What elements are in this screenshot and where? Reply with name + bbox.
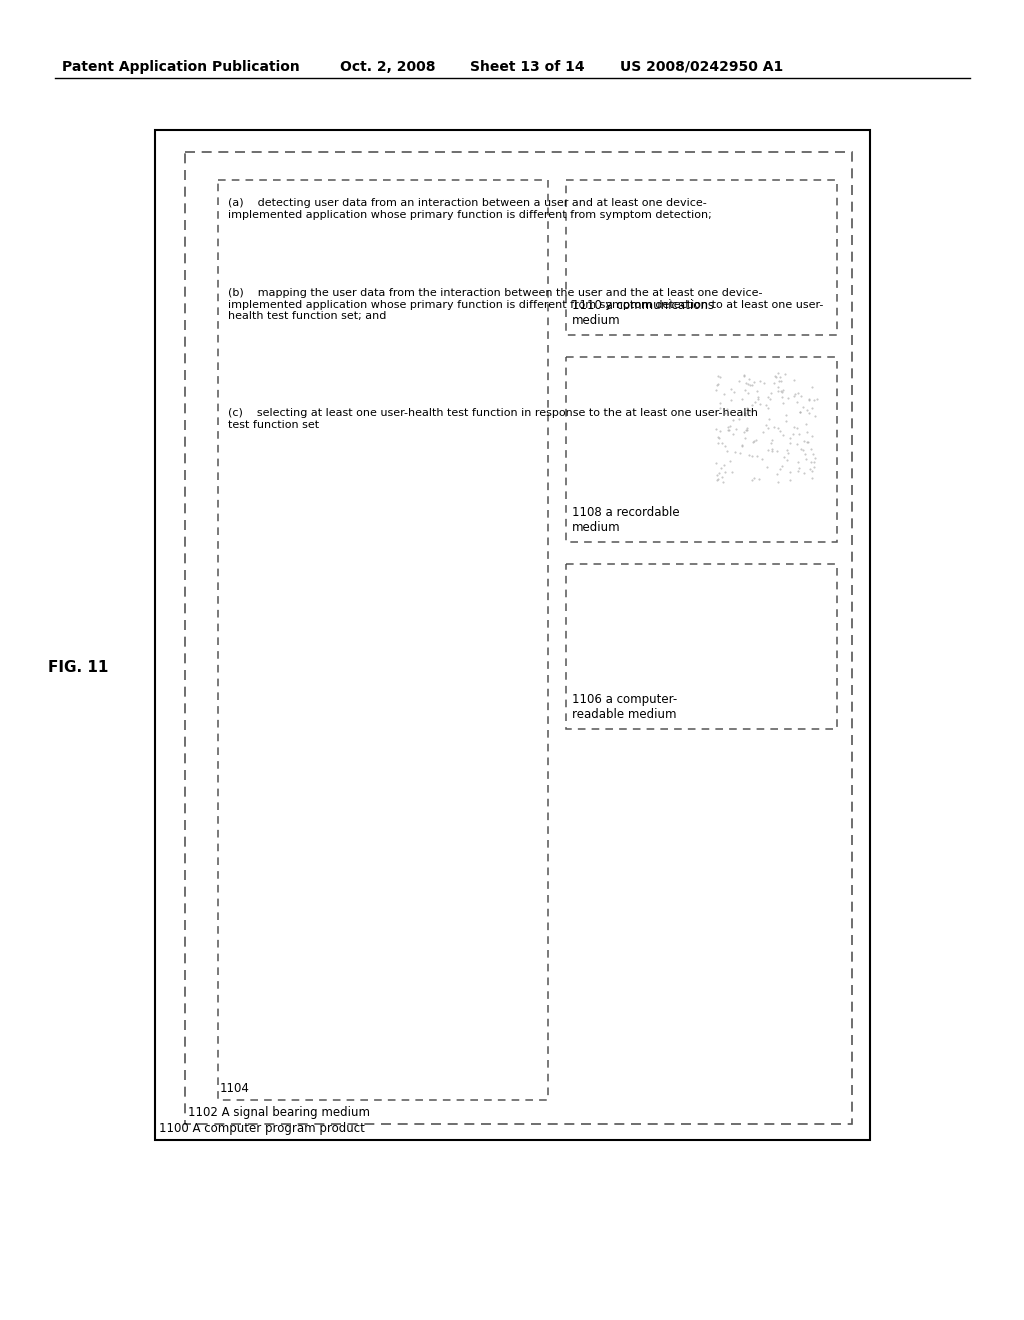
Text: 1108 a recordable
medium: 1108 a recordable medium xyxy=(572,506,680,535)
Text: Sheet 13 of 14: Sheet 13 of 14 xyxy=(470,59,585,74)
Bar xyxy=(185,152,852,1125)
Bar xyxy=(218,180,548,1100)
Text: FIG. 11: FIG. 11 xyxy=(48,660,109,675)
Text: 1102 A signal bearing medium: 1102 A signal bearing medium xyxy=(188,1106,370,1119)
Text: (a)    detecting user data from an interaction between a user and at least one d: (a) detecting user data from an interact… xyxy=(228,198,712,219)
Text: US 2008/0242950 A1: US 2008/0242950 A1 xyxy=(620,59,783,74)
Text: 1104: 1104 xyxy=(220,1082,250,1096)
Bar xyxy=(566,356,837,543)
Text: (b)    mapping the user data from the interaction between the user and the at le: (b) mapping the user data from the inter… xyxy=(228,288,823,321)
Bar xyxy=(155,129,870,1140)
Text: 1100 A computer program product: 1100 A computer program product xyxy=(159,1122,365,1135)
Text: Oct. 2, 2008: Oct. 2, 2008 xyxy=(340,59,435,74)
Bar xyxy=(566,180,837,335)
Bar xyxy=(566,564,837,729)
Text: Patent Application Publication: Patent Application Publication xyxy=(62,59,300,74)
Text: (c)    selecting at least one user-health test function in response to the at le: (c) selecting at least one user-health t… xyxy=(228,408,758,429)
Text: 1106 a computer-
readable medium: 1106 a computer- readable medium xyxy=(572,693,677,721)
Text: 1110 a communications
medium: 1110 a communications medium xyxy=(572,300,714,327)
